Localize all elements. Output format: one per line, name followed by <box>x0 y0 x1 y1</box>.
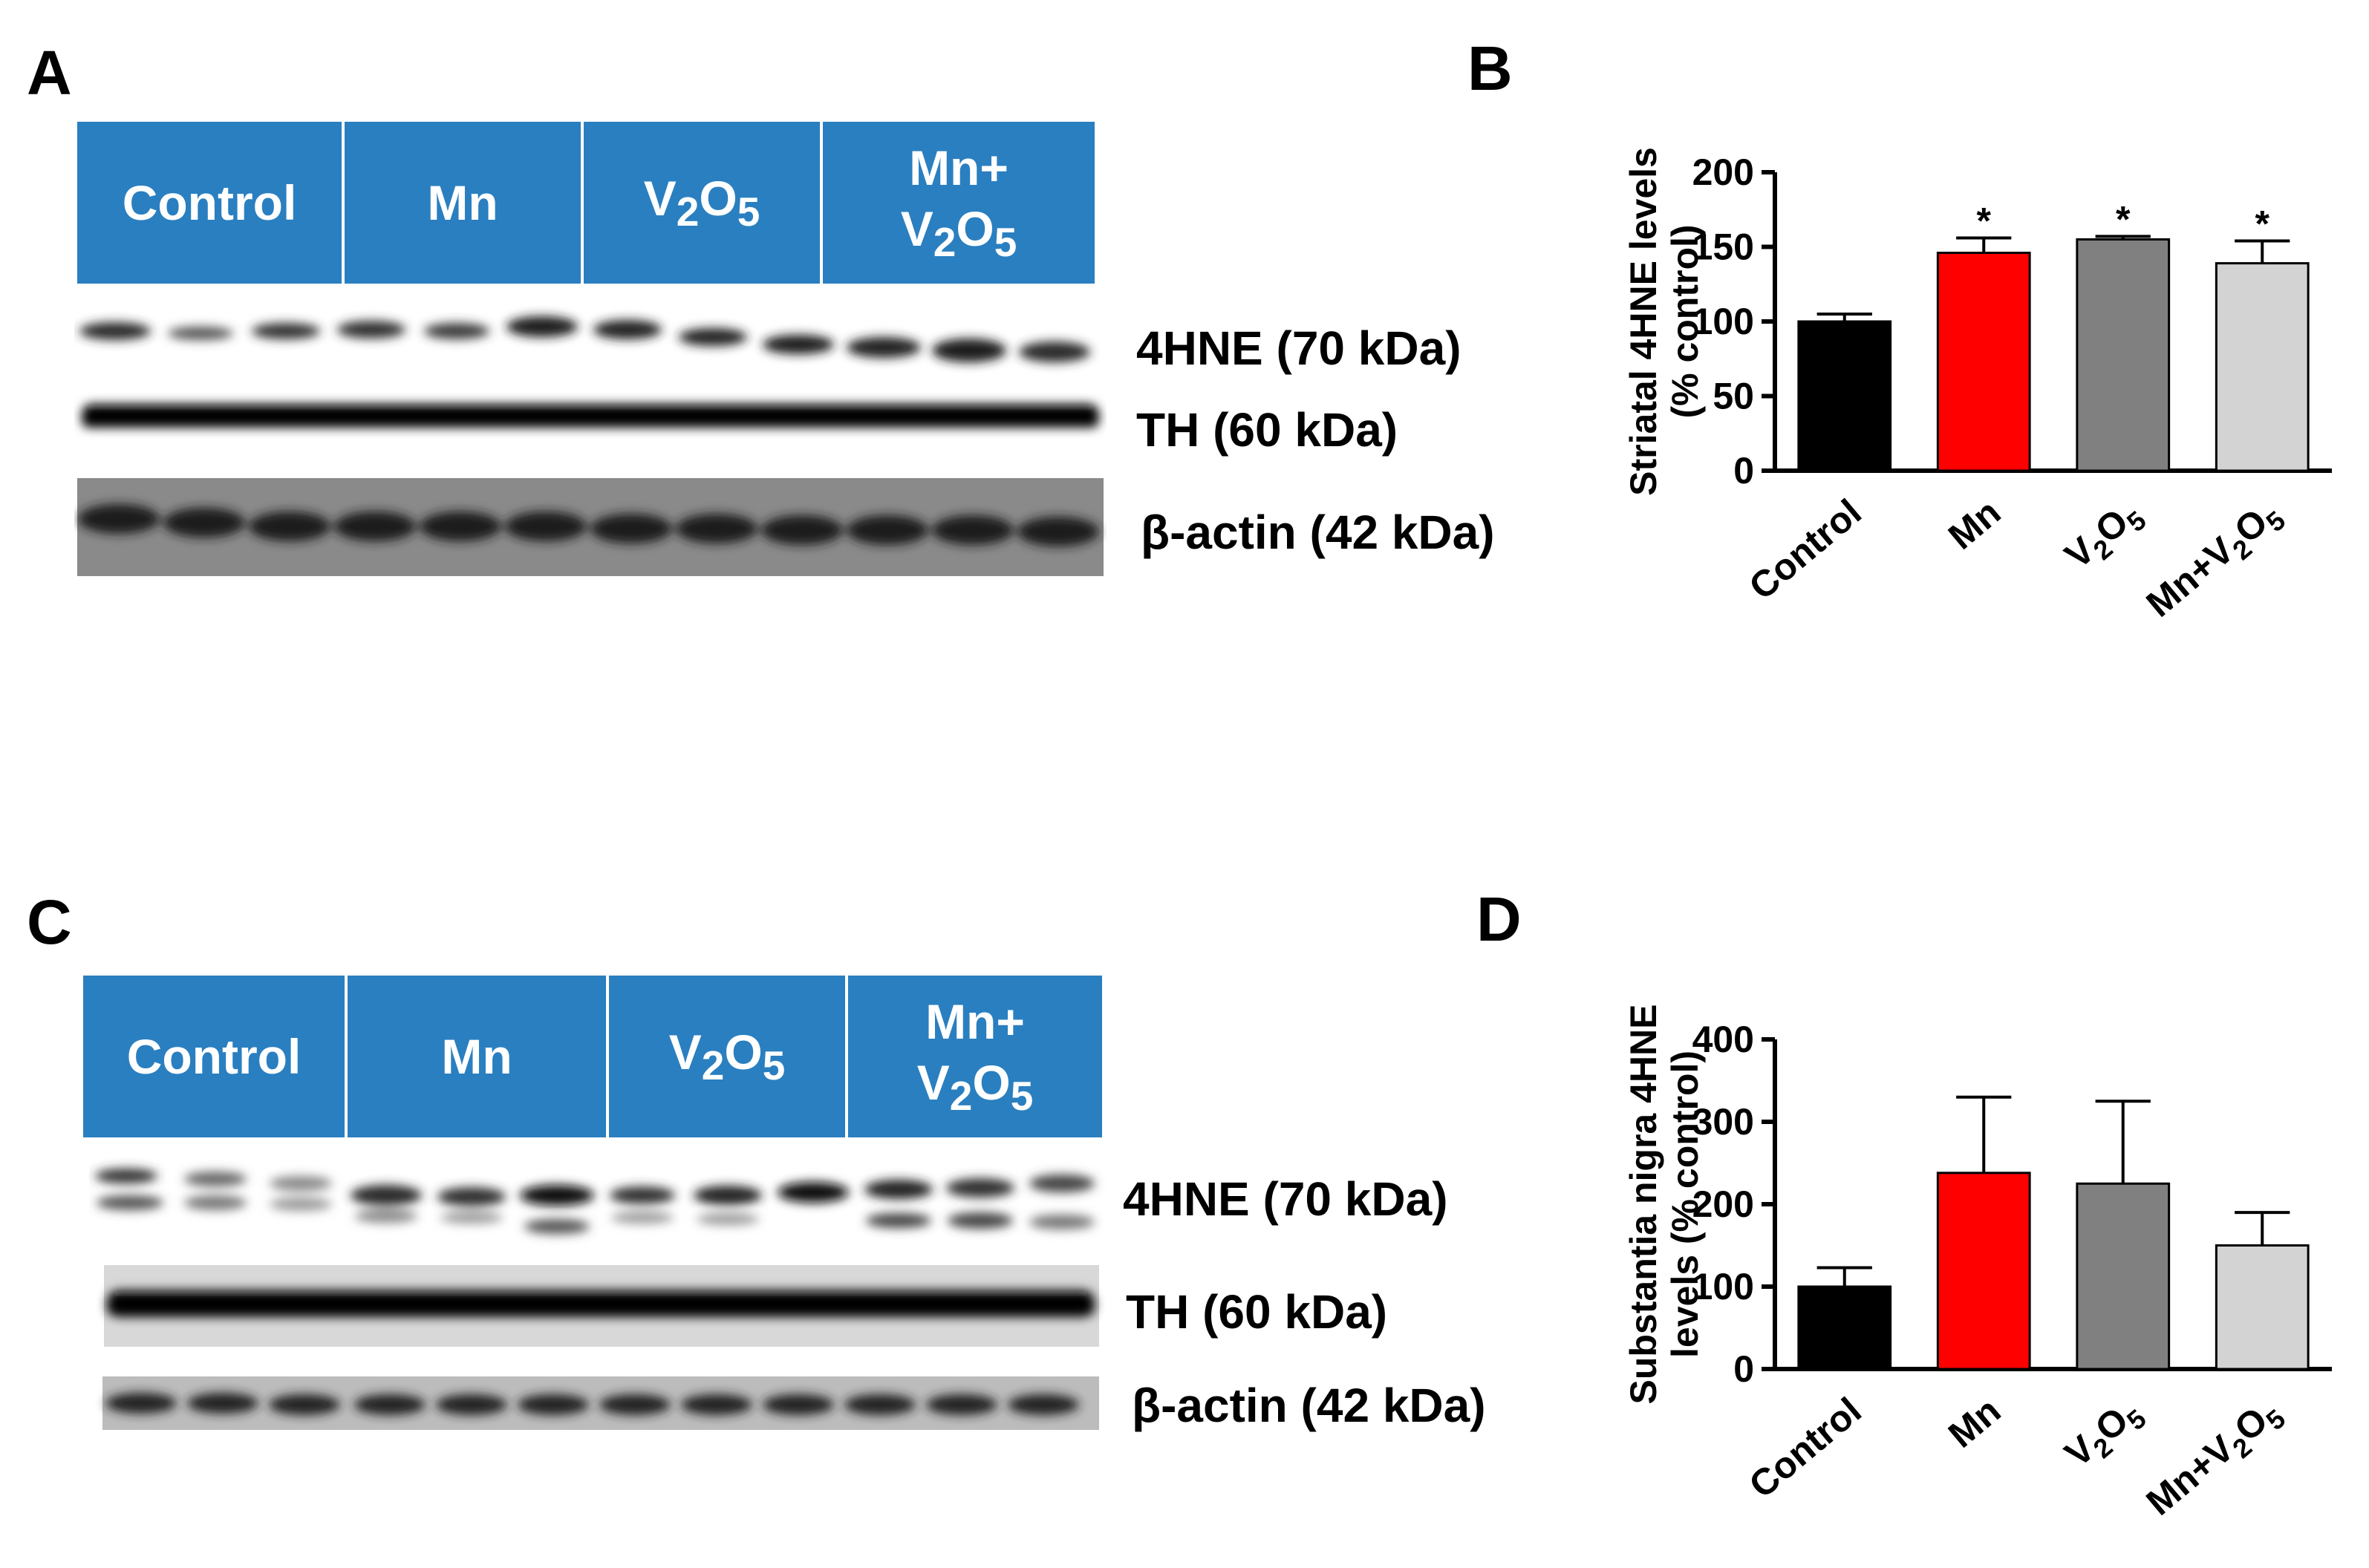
group-label-line1: Mn+ <box>909 140 1008 195</box>
y-tick-label: 150 <box>1692 226 1754 268</box>
y-tick-label: 200 <box>1692 151 1754 193</box>
y-tick-label: 0 <box>1733 450 1754 491</box>
error-bar <box>2235 239 2290 264</box>
blot-4hne-bands <box>79 316 1090 362</box>
group-label-line1: Mn+ <box>925 993 1025 1049</box>
error-bar <box>1956 236 2012 253</box>
group-control: Control <box>77 122 342 284</box>
error-bar <box>2095 1100 2151 1184</box>
blot-actin-background <box>77 478 1104 576</box>
panel-c-blot-image <box>95 1169 1099 1430</box>
group-label: V2O5 <box>668 1025 786 1089</box>
group-mn-v2o5: Mn+ V2O5 <box>848 976 1102 1137</box>
y-tick-label: 0 <box>1733 1348 1754 1390</box>
x-tick-label: Control <box>1741 1390 1869 1506</box>
error-bar <box>1956 1095 2012 1173</box>
y-tick-label: 400 <box>1692 1019 1754 1060</box>
band-label-beta-actin: β-actin (42 kDa) <box>1141 506 1495 559</box>
chart-d-substantia-nigra-4hne: Substantia nigra 4HNElevels (% control) 0… <box>1623 1004 2332 1529</box>
group-control: Control <box>83 976 345 1137</box>
blot-th-bands <box>82 404 1099 428</box>
blot-actin-bands <box>78 504 1099 546</box>
group-v2o5: V2O5 <box>584 122 820 284</box>
group-label-line2: V2O5 <box>900 201 1017 266</box>
x-tick-label: V2O5 <box>2057 491 2152 582</box>
bar-mn-v2o5 <box>2215 1244 2310 1371</box>
y-tick-label: 100 <box>1692 1266 1754 1307</box>
band-label-th: TH (60 kDa) <box>1136 403 1398 457</box>
group-mn: Mn <box>345 122 581 284</box>
panel-c-group-header: Control Mn V2O5 Mn+ V2O5 <box>83 976 1102 1137</box>
error-bar <box>2235 1211 2290 1246</box>
error-bar <box>1816 1266 1872 1287</box>
y-tick-label: 50 <box>1713 376 1754 417</box>
bar-v2o5 <box>2076 238 2171 472</box>
significance-marker: * <box>1977 200 1992 241</box>
group-label: Mn <box>441 1028 512 1084</box>
group-label-line2: V2O5 <box>916 1055 1034 1120</box>
chart-b-striatal-4hne: Striatal 4HNE levels(% control) 0 50 100 150… <box>1623 147 2332 630</box>
panel-a-letter: A <box>27 38 72 108</box>
x-tick-label: Control <box>1741 491 1869 608</box>
bar-v2o5 <box>2076 1182 2171 1371</box>
panel-d-letter: D <box>1476 884 1522 954</box>
band-label-th: TH (60 kDa) <box>1126 1285 1388 1339</box>
bar-mn <box>1936 252 2031 472</box>
x-tick-label: V2O5 <box>2057 1390 2152 1480</box>
y-tick-label: 200 <box>1692 1183 1754 1225</box>
panel-a-blot-image <box>77 316 1104 576</box>
y-tick-label: 100 <box>1692 301 1754 342</box>
x-tick-label: Mn+V2O5 <box>2139 1390 2291 1529</box>
group-label: Control <box>122 174 297 230</box>
x-tick-label: Mn <box>1941 491 2008 558</box>
significance-marker: * <box>2116 198 2131 240</box>
panel-b-letter: B <box>1467 33 1513 103</box>
group-label: Control <box>126 1028 302 1084</box>
group-label: V2O5 <box>643 171 760 235</box>
y-axis-title: Substantia nigra 4HNElevels (% control) <box>1623 1004 1706 1405</box>
y-axis-title: Striatal 4HNE levels(% control) <box>1623 147 1706 496</box>
panel-a-group-header: Control Mn V2O5 Mn+ V2O5 <box>77 122 1095 284</box>
error-bar <box>1816 312 1872 321</box>
group-mn-v2o5: Mn+ V2O5 <box>823 122 1095 284</box>
group-label: Mn <box>427 174 498 230</box>
blot-actin-bands <box>105 1393 1079 1415</box>
band-label-4hne: 4HNE (70 kDa) <box>1123 1172 1448 1226</box>
bar-mn-v2o5 <box>2215 262 2310 472</box>
bar-mn <box>1936 1172 2031 1371</box>
band-label-4hne: 4HNE (70 kDa) <box>1136 321 1462 375</box>
error-bar <box>2095 235 2151 240</box>
group-mn: Mn <box>348 976 606 1137</box>
bar-control <box>1797 320 1892 472</box>
y-tick-label: 300 <box>1692 1101 1754 1143</box>
x-tick-label: Mn+V2O5 <box>2139 491 2291 630</box>
bar-control <box>1797 1285 1892 1371</box>
band-label-beta-actin: β-actin (42 kDa) <box>1132 1379 1486 1432</box>
x-tick-label: Mn <box>1941 1390 2008 1456</box>
panel-c-letter: C <box>27 887 72 957</box>
significance-marker: * <box>2255 203 2270 244</box>
blot-4hne-bands <box>95 1169 1095 1234</box>
group-v2o5: V2O5 <box>609 976 845 1137</box>
blot-th-bands <box>107 1290 1095 1317</box>
